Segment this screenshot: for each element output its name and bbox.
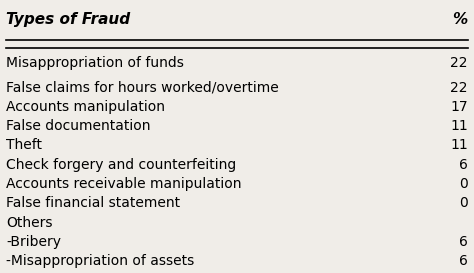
Text: False claims for hours worked/overtime: False claims for hours worked/overtime — [6, 81, 279, 94]
Text: 11: 11 — [450, 119, 468, 133]
Text: False documentation: False documentation — [6, 119, 151, 133]
Text: Check forgery and counterfeiting: Check forgery and counterfeiting — [6, 158, 237, 172]
Text: Types of Fraud: Types of Fraud — [6, 12, 130, 27]
Text: 0: 0 — [459, 177, 468, 191]
Text: Accounts receivable manipulation: Accounts receivable manipulation — [6, 177, 242, 191]
Text: 11: 11 — [450, 138, 468, 152]
Text: 6: 6 — [459, 235, 468, 249]
Text: 22: 22 — [450, 81, 468, 94]
Text: Accounts manipulation: Accounts manipulation — [6, 100, 165, 114]
Text: 6: 6 — [459, 158, 468, 172]
Text: -Misappropriation of assets: -Misappropriation of assets — [6, 254, 194, 268]
Text: 0: 0 — [459, 196, 468, 210]
Text: 17: 17 — [450, 100, 468, 114]
Text: 22: 22 — [450, 56, 468, 70]
Text: Misappropriation of funds: Misappropriation of funds — [6, 56, 184, 70]
Text: %: % — [453, 12, 468, 27]
Text: Others: Others — [6, 216, 53, 230]
Text: False financial statement: False financial statement — [6, 196, 180, 210]
Text: Theft: Theft — [6, 138, 42, 152]
Text: -Bribery: -Bribery — [6, 235, 61, 249]
Text: 6: 6 — [459, 254, 468, 268]
